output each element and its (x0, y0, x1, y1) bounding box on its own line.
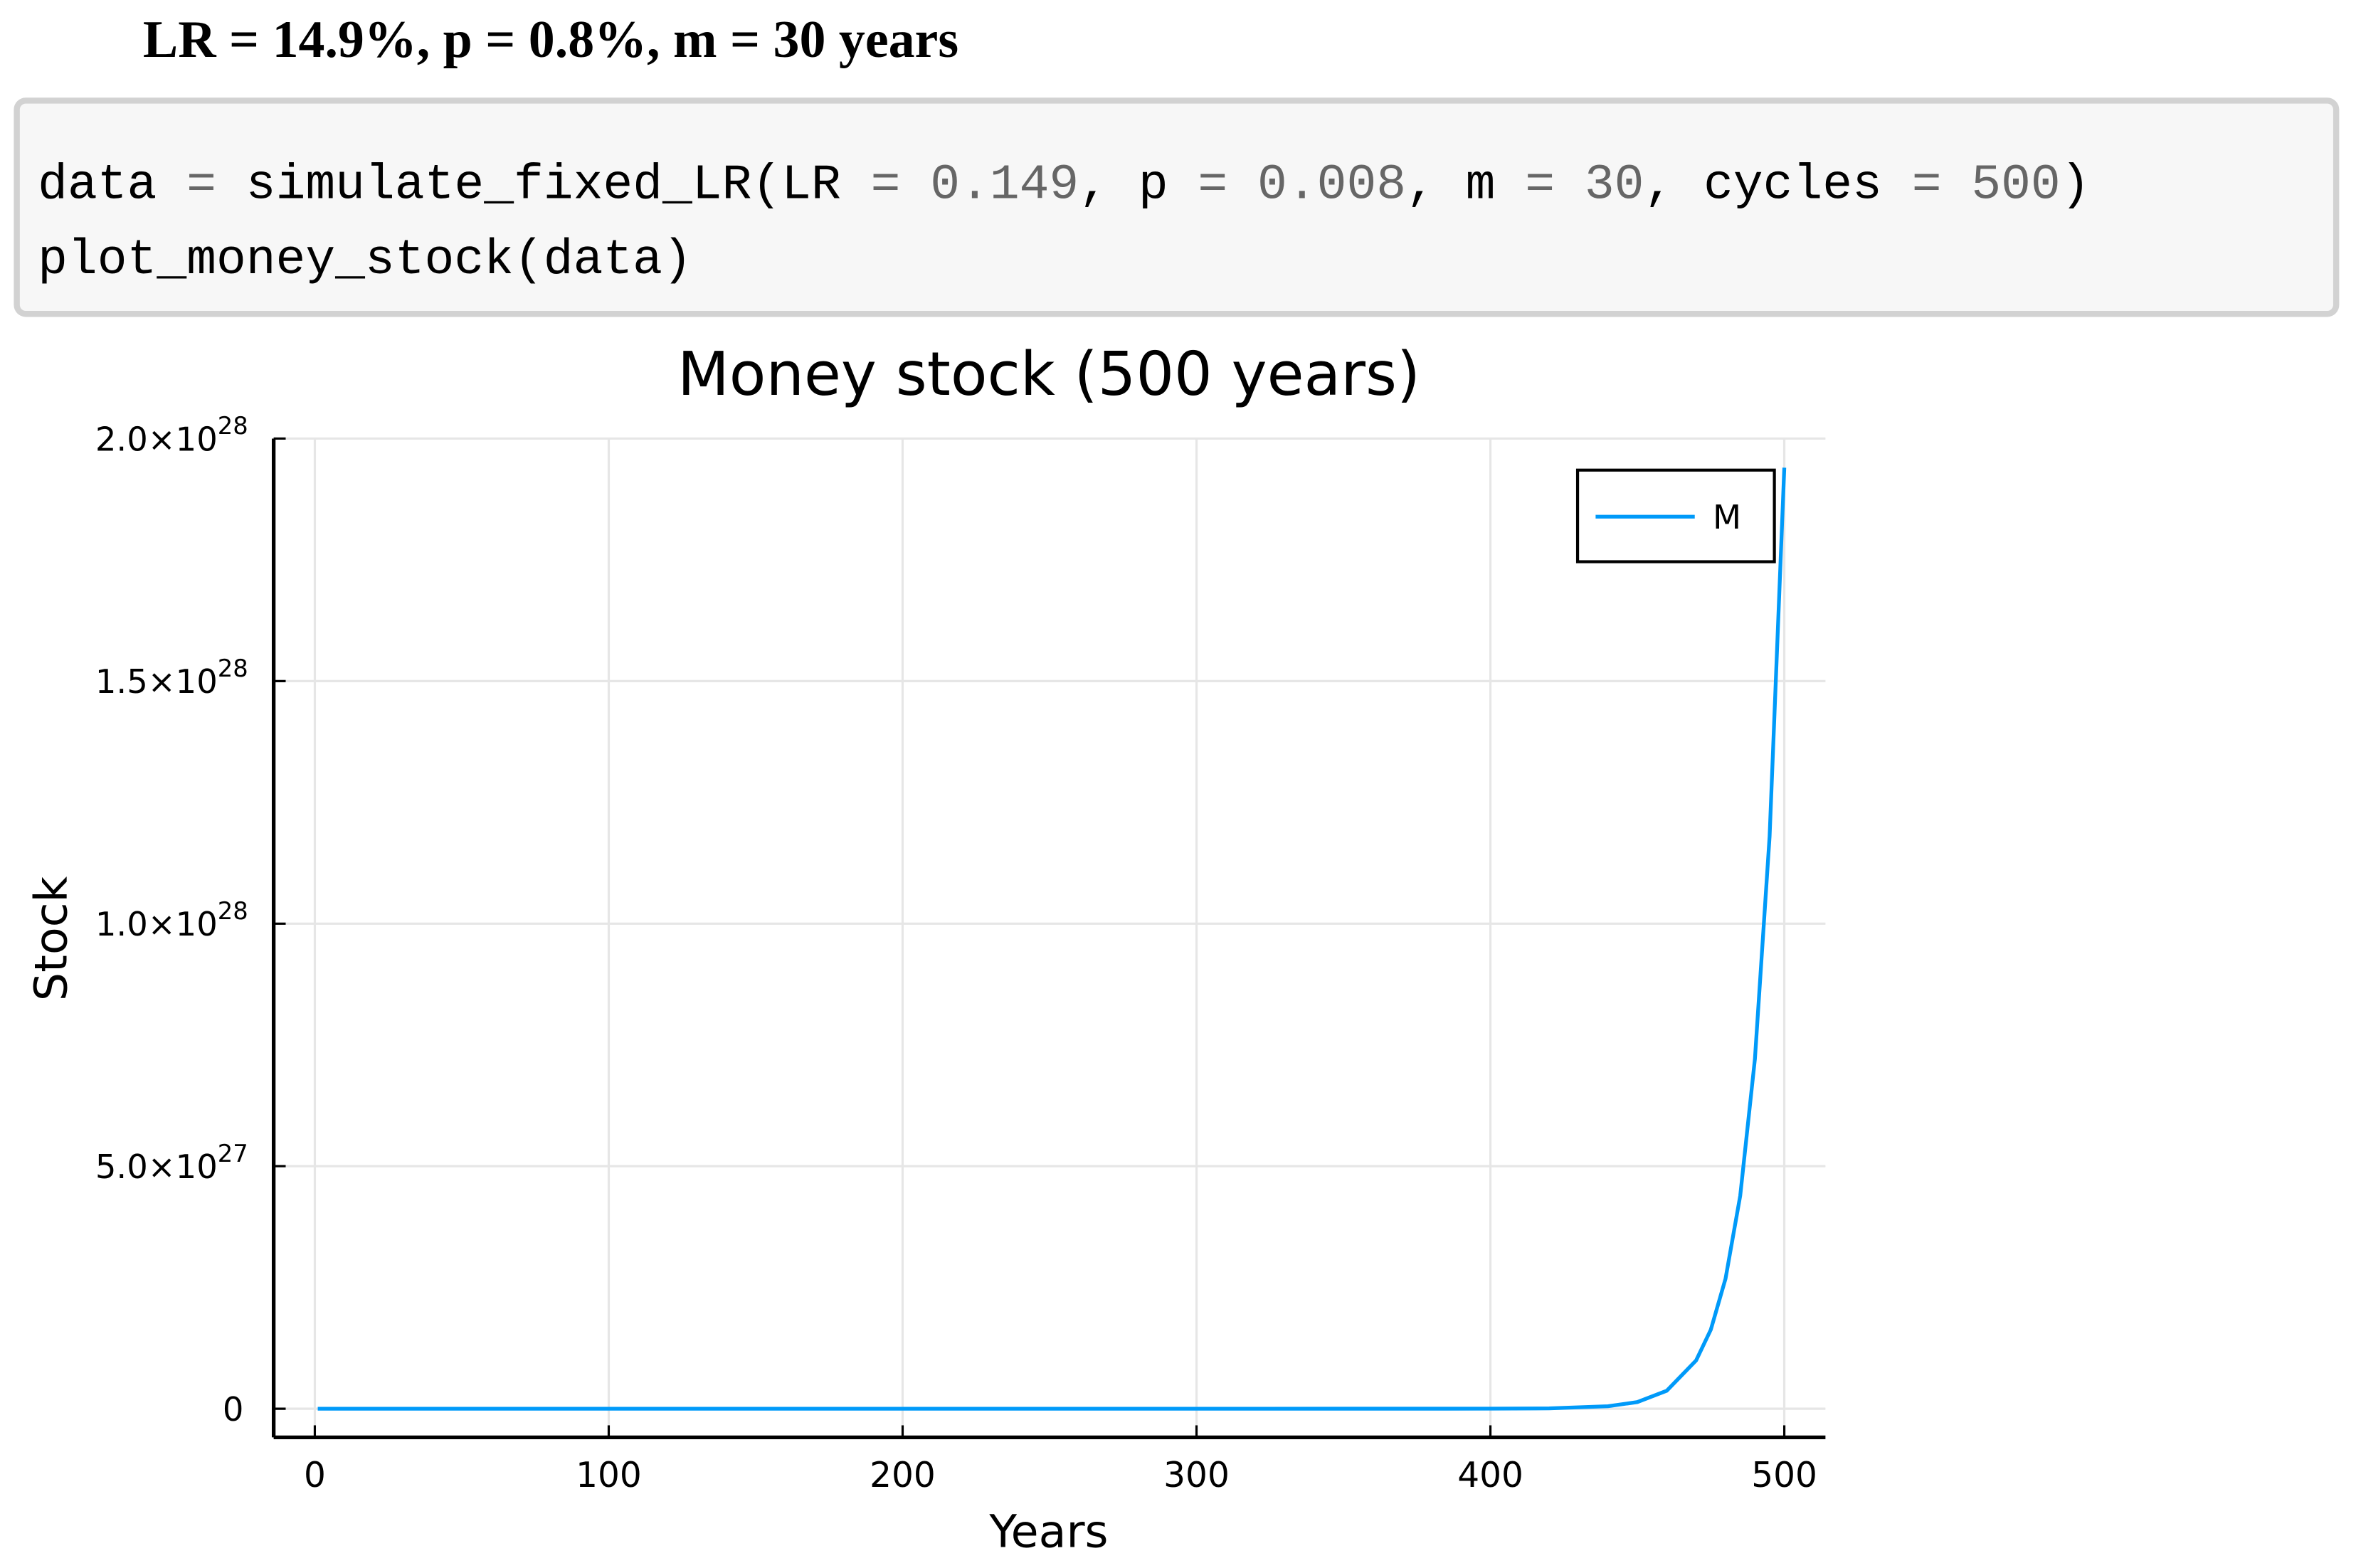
legend-label: M (1713, 498, 1741, 536)
y-tick-label: 0 (223, 1390, 244, 1429)
code-token: 30 (1555, 157, 1644, 213)
tick-label-exponent: 28 (218, 412, 248, 440)
line-series (317, 467, 1787, 1411)
x-axis-label: Years (988, 1505, 1108, 1557)
code-token: = (1198, 157, 1227, 213)
code-token: simulate_fixed_LR(LR (216, 157, 871, 213)
x-tick-label: 200 (870, 1456, 936, 1495)
code-block (14, 97, 2340, 317)
y-tick-label: 1.0×1028 (95, 897, 248, 943)
x-tick-label: 400 (1457, 1456, 1523, 1495)
section-heading: LR = 14.9%, p = 0.8%, m = 30 years (143, 10, 958, 68)
code-token: = (1525, 157, 1555, 213)
code-token: 0.008 (1227, 157, 1406, 213)
y-tick-label: 1.5×1028 (95, 655, 248, 701)
code-token: ) (2061, 157, 2091, 213)
x-tick-label: 500 (1751, 1456, 1817, 1495)
code-token: = (871, 157, 901, 213)
code-token: , p (1079, 157, 1198, 213)
tick-label-mantissa: 2.0×10 (95, 420, 218, 458)
code-token: = (186, 157, 216, 213)
code-token: , cycles (1644, 157, 1911, 213)
code-line: data = simulate_fixed_LR(LR = 0.149, p =… (38, 157, 2090, 213)
tick-label-mantissa: 1.5×10 (95, 662, 218, 701)
tick-label-mantissa: 5.0×10 (95, 1148, 218, 1186)
code-token: 500 (1942, 157, 2061, 213)
chart-title: Money stock (500 years) (677, 339, 1420, 409)
code-token: 0.149 (900, 157, 1079, 213)
code-token: , m (1406, 157, 1525, 213)
y-axis-label: Stock (24, 876, 77, 1001)
x-tick-label: 300 (1163, 1456, 1230, 1495)
code-token: plot_money_stock(data) (38, 232, 692, 288)
y-tick-label: 2.0×1028 (95, 412, 248, 458)
code: data = simulate_fixed_LR(LR = 0.149, p =… (38, 157, 2090, 289)
code-line: plot_money_stock(data) (38, 232, 692, 288)
x-tick-label: 100 (576, 1456, 642, 1495)
code-token: data (38, 157, 186, 213)
tick-label-exponent: 27 (218, 1140, 248, 1167)
tick-label-exponent: 28 (218, 655, 248, 682)
tick-label-exponent: 28 (218, 897, 248, 925)
tick-label-mantissa: 1.0×10 (95, 905, 218, 943)
y-tick-label: 5.0×1027 (95, 1140, 248, 1186)
x-tick-label: 0 (304, 1456, 326, 1495)
code-token: = (1912, 157, 1942, 213)
